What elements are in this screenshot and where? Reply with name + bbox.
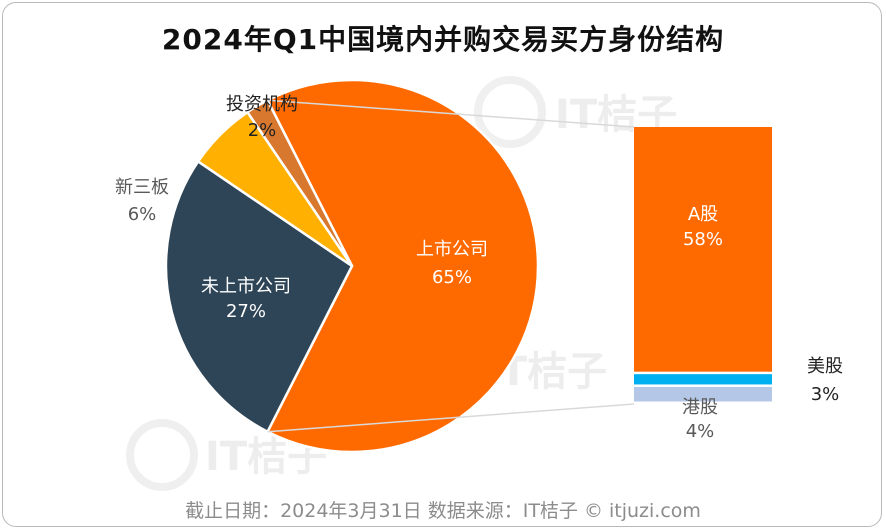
pie-slice-listed bbox=[265, 78, 540, 454]
pie-slice-unlisted bbox=[164, 159, 354, 434]
label-neeq-value: 6% bbox=[128, 204, 157, 225]
data-labels: 上市公司 65% 未上市公司 27% 新三板 6% 投资机构 2% A股 58% 美股 3% 港股 4% bbox=[115, 94, 843, 442]
label-us-share-name: 美股 bbox=[807, 356, 843, 377]
label-a-share-value: 58% bbox=[683, 229, 723, 250]
label-us-share-value: 3% bbox=[811, 384, 840, 405]
connector-lines bbox=[267, 99, 635, 433]
stacked-bar-chart bbox=[634, 127, 772, 402]
label-neeq-name: 新三板 bbox=[115, 177, 169, 198]
bar-segment-us-share bbox=[634, 374, 772, 385]
chart-title: 2024年Q1中国境内并购交易买方身份结构 bbox=[161, 23, 725, 56]
label-listed-value: 65% bbox=[432, 267, 472, 288]
label-investor-name: 投资机构 bbox=[226, 94, 298, 115]
label-hk-share-value: 4% bbox=[686, 421, 715, 442]
connector-line-bottom bbox=[267, 403, 635, 433]
label-hk-share-name: 港股 bbox=[682, 397, 718, 418]
label-unlisted-name: 未上市公司 bbox=[201, 276, 291, 297]
footer-source: 截止日期：2024年3月31日 数据来源：IT桔子 © itjuzi.com bbox=[185, 500, 701, 522]
bar-segment-a-share bbox=[634, 127, 772, 372]
label-unlisted-value: 27% bbox=[226, 301, 266, 322]
label-listed-name: 上市公司 bbox=[416, 239, 488, 260]
label-a-share-name: A股 bbox=[688, 204, 718, 225]
label-investor-value: 2% bbox=[248, 120, 277, 141]
pie-slice-investor bbox=[245, 98, 354, 267]
bar-segment-hk-share bbox=[634, 386, 772, 402]
connector-line-top bbox=[267, 99, 635, 128]
pie-chart bbox=[164, 78, 540, 454]
